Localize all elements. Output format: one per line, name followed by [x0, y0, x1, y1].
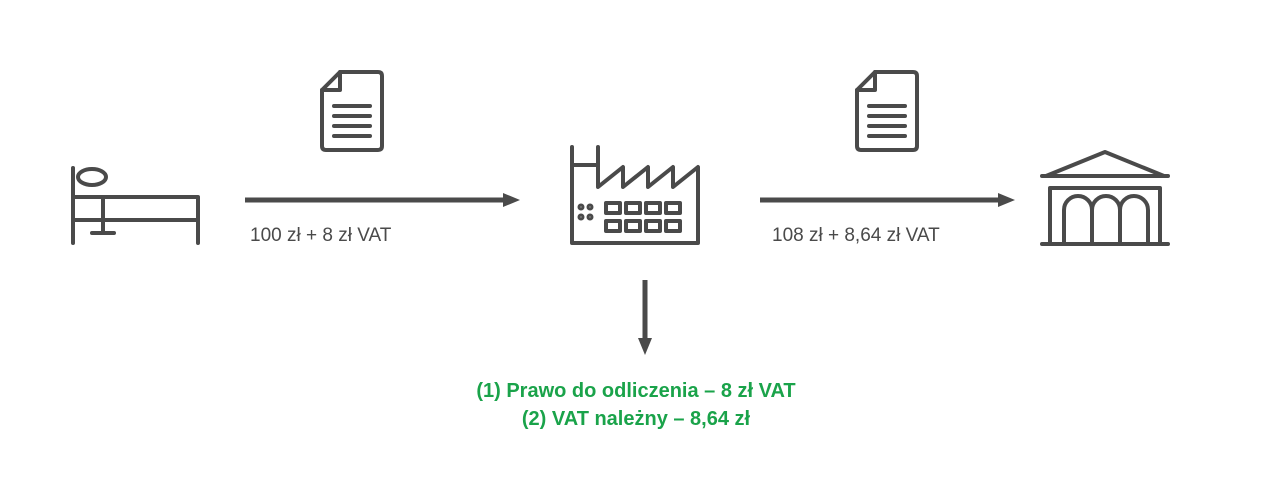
arrow-label: 108 zł + 8,64 zł VAT: [772, 225, 940, 247]
annotation-line: (2) VAT należny – 8,64 zł: [0, 408, 1272, 431]
flow-arrow: [245, 190, 520, 210]
annotation-line: (1) Prawo do odliczenia – 8 zł VAT: [0, 380, 1272, 403]
arrow-label: 100 zł + 8 zł VAT: [250, 225, 391, 247]
vat-flow-diagram: 100 zł + 8 zł VAT: [0, 0, 1272, 504]
document-icon: [320, 70, 384, 157]
factory-icon: [570, 145, 700, 250]
bank-icon: [1040, 148, 1170, 251]
flow-arrow-down: [635, 280, 655, 355]
flow-arrow: [760, 190, 1015, 210]
bed-icon: [70, 165, 205, 255]
document-icon: [855, 70, 919, 157]
